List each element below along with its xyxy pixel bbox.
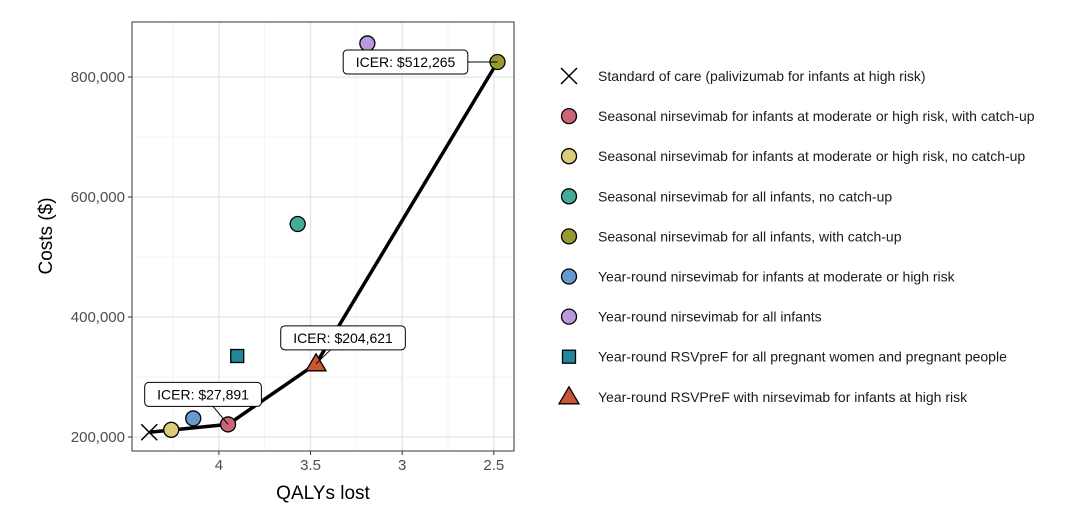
frontier-line — [149, 61, 500, 434]
legend-label: Year-round RSVpreF for all pregnant wome… — [598, 349, 1007, 365]
legend-item: Year-round nirsevimab for all infants — [560, 308, 822, 325]
x-tick-label: 3.5 — [300, 457, 321, 474]
efficiency-frontier — [149, 61, 500, 434]
circle-legend-icon — [560, 268, 578, 285]
x-tick-label: 2.5 — [483, 457, 504, 474]
legend-item: Year-round RSVpreF for all pregnant wome… — [561, 349, 1007, 365]
grid — [132, 22, 514, 451]
x-axis-title: QALYs lost — [276, 483, 370, 504]
circle-legend-icon — [560, 107, 578, 125]
data-point-triangle — [304, 352, 328, 372]
legend-label: Seasonal nirsevimab for infants at moder… — [598, 148, 1025, 164]
data-point-circle — [163, 421, 180, 438]
legend-label: Year-round nirsevimab for infants at mod… — [598, 269, 956, 285]
cross-stroke — [140, 423, 158, 441]
cross-stroke — [560, 67, 578, 85]
y-tick-label: 800,000 — [71, 69, 125, 86]
data-point-circle — [289, 215, 306, 233]
axes: 4 3.5 3 2.5 200,000 400,000 600,000 800,000 — [71, 69, 505, 474]
circle-legend-icon — [560, 308, 578, 325]
icer-annotations: ICER: $27,891 ICER: $204,621 ICER: $512,26… — [144, 49, 498, 425]
cross-legend-icon — [560, 67, 578, 85]
circle-legend-icon — [560, 148, 578, 165]
legend-label: Seasonal nirsevimab for all infants, wit… — [598, 228, 902, 244]
legend: Standard of care (palivizumab for infant… — [557, 67, 1035, 405]
annotation-label: ICER: $204,621 — [293, 330, 393, 346]
x-tick-label: 4 — [215, 457, 223, 474]
legend-item: Seasonal nirsevimab for all infants, wit… — [560, 228, 902, 245]
legend-label: Seasonal nirsevimab for infants at moder… — [598, 108, 1035, 124]
legend-label: Seasonal nirsevimab for all infants, no … — [598, 188, 892, 204]
annotation-label: ICER: $27,891 — [157, 386, 249, 402]
x-tick-label: 3 — [398, 457, 406, 474]
legend-label: Year-round nirsevimab for all infants — [598, 309, 822, 325]
y-tick-label: 200,000 — [71, 429, 125, 446]
legend-label: Year-round RSVPreF with nirsevimab for i… — [598, 389, 968, 405]
circle-legend-icon — [560, 188, 578, 205]
circle-legend-icon — [560, 228, 578, 245]
annotation-label: ICER: $512,265 — [356, 54, 456, 70]
triangle-legend-icon — [557, 385, 581, 405]
data-point-circle — [185, 410, 202, 427]
legend-item: Seasonal nirsevimab for all infants, no … — [560, 188, 892, 205]
legend-label: Standard of care (palivizumab for infant… — [598, 68, 926, 84]
data-point-circle — [359, 35, 376, 52]
annotation-box — [144, 381, 262, 407]
y-axis-title: Costs ($) — [36, 197, 57, 274]
annotation-box — [280, 325, 406, 351]
y-tick-label: 400,000 — [71, 309, 125, 326]
plot-border — [131, 21, 515, 452]
annotation-box — [342, 49, 469, 75]
square-legend-icon — [561, 349, 577, 364]
y-tick-label: 600,000 — [71, 189, 125, 206]
data-point-cross — [140, 423, 158, 441]
legend-item: Seasonal nirsevimab for infants at moder… — [560, 107, 1035, 125]
legend-item: Seasonal nirsevimab for infants at moder… — [560, 148, 1025, 165]
data-points — [140, 35, 506, 441]
legend-item: Year-round nirsevimab for infants at mod… — [560, 268, 956, 285]
legend-item: Year-round RSVPreF with nirsevimab for i… — [557, 385, 968, 405]
data-point-square — [230, 348, 245, 364]
legend-item: Standard of care (palivizumab for infant… — [560, 67, 926, 85]
